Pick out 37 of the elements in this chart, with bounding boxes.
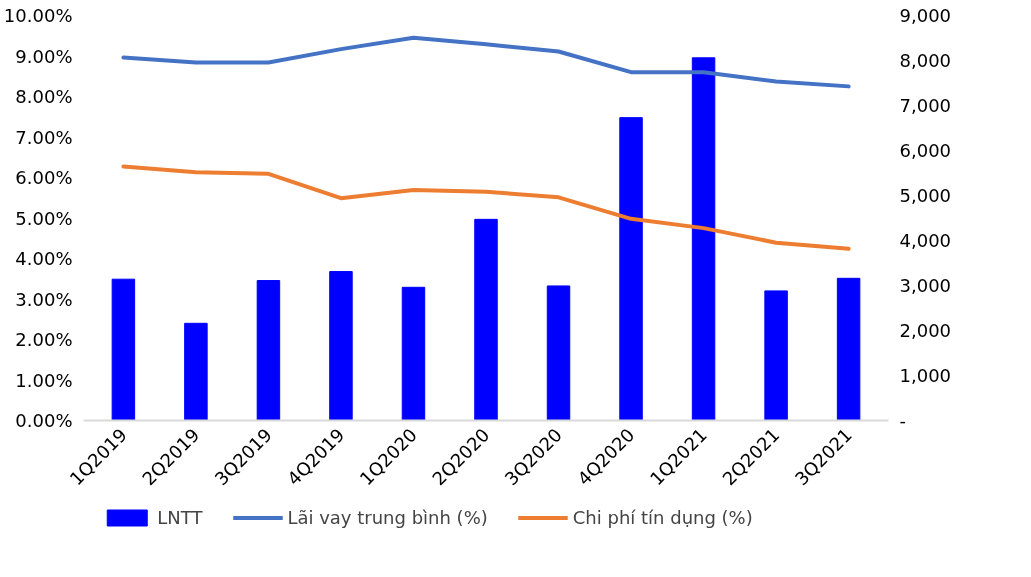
y-tick-label: 4.00% <box>15 248 73 269</box>
y-tick-label: 1.00% <box>15 369 73 391</box>
bar <box>619 117 643 421</box>
y-tick-label: 5.00% <box>15 207 73 229</box>
y-tick-label: 8.00% <box>15 86 73 107</box>
y2-tick-label: 9,000 <box>899 5 952 26</box>
line-series <box>121 35 851 89</box>
y2-tick-label: - <box>899 410 906 431</box>
y2-tick-label: 6,000 <box>899 140 952 161</box>
y2-tick-label: 3,000 <box>899 275 952 296</box>
bar <box>329 271 353 421</box>
bar <box>836 277 861 421</box>
y2-tick-label: 8,000 <box>899 50 952 71</box>
bar <box>256 280 281 421</box>
legend-label: Chi phí tín dụng (%) <box>572 506 753 528</box>
bar <box>764 290 788 421</box>
bar <box>184 322 208 421</box>
line-series <box>121 164 851 251</box>
y-tick-label: 6.00% <box>15 167 73 188</box>
bar <box>474 218 498 421</box>
bar <box>546 285 571 421</box>
y2-tick-label: 4,000 <box>899 230 952 251</box>
y-tick-label: 9.00% <box>15 45 73 67</box>
y2-tick-label: 5,000 <box>899 185 952 206</box>
y-tick-label: 3.00% <box>15 288 73 310</box>
y-tick-label: 10.00% <box>3 5 73 26</box>
legend-label: LNTT <box>157 506 203 528</box>
y-tick-label: 2.00% <box>15 329 73 350</box>
legend-label: Lãi vay trung bình (%) <box>287 506 488 528</box>
bar <box>691 57 716 421</box>
bar <box>111 278 136 421</box>
y-tick-label: 0.00% <box>15 410 73 431</box>
y2-tick-label: 2,000 <box>899 320 952 341</box>
y-tick-label: 7.00% <box>15 126 73 148</box>
y2-tick-label: 1,000 <box>899 365 952 386</box>
y2-tick-label: 7,000 <box>899 95 952 116</box>
bar <box>401 286 426 421</box>
